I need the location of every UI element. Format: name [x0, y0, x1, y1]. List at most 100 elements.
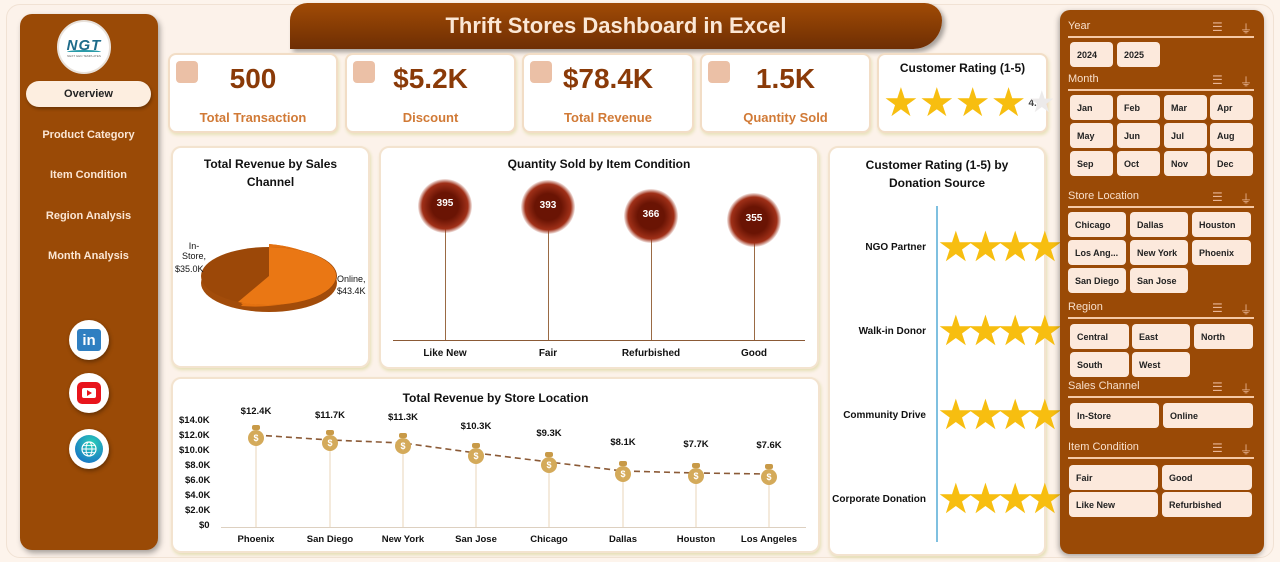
chart-revenue-by-store-location: Total Revenue by Store Location $14.0K $…: [171, 377, 820, 553]
nav-item-condition[interactable]: Item Condition: [50, 169, 127, 181]
star-icon: ★: [966, 475, 1005, 522]
kpi-quantity-sold: 1.5K Quantity Sold: [700, 53, 871, 133]
slicer-store-option[interactable]: San Jose: [1130, 268, 1188, 293]
slicer-store-option[interactable]: New York: [1130, 240, 1188, 265]
y-axis: [936, 206, 938, 542]
slicer-month-option[interactable]: Oct: [1117, 151, 1160, 176]
logo-swoosh-icon: [67, 49, 101, 54]
slicer-month-option[interactable]: May: [1070, 123, 1113, 148]
multi-select-icon[interactable]: ☰: [1212, 301, 1223, 315]
clear-filter-icon[interactable]: ⏚: [1240, 75, 1253, 89]
clipboard-icon: [176, 61, 198, 83]
slicer-year-2025[interactable]: 2025: [1117, 42, 1160, 67]
svg-text:$: $: [253, 433, 258, 443]
coins-icon: [353, 61, 375, 83]
slicer-channel-header: Sales Channel ☰ ⏚: [1068, 380, 1254, 398]
svg-text:$: $: [400, 441, 405, 451]
youtube-icon: [77, 382, 101, 404]
chart-revenue-by-sales-channel: Total Revenue by Sales Channel In- Store…: [171, 146, 370, 368]
svg-text:$: $: [620, 469, 625, 479]
kpi-total-revenue: $78.4K Total Revenue: [522, 53, 694, 133]
nav-product-category[interactable]: Product Category: [42, 129, 135, 141]
star-icon: ★: [937, 391, 975, 438]
slicer-month-option[interactable]: Jan: [1070, 95, 1113, 120]
clear-filter-icon[interactable]: ⏚: [1240, 303, 1253, 317]
star-icon: ★: [966, 223, 1005, 270]
slicer-month-option[interactable]: Feb: [1117, 95, 1160, 120]
clear-filter-icon[interactable]: ⏚: [1240, 443, 1253, 457]
slicer-condition-header: Item Condition ☰ ⏚: [1068, 441, 1254, 459]
star-icon: ★: [954, 81, 991, 125]
slicer-month-option[interactable]: Mar: [1164, 95, 1207, 120]
slicer-region-option[interactable]: North: [1194, 324, 1253, 349]
youtube-button[interactable]: [69, 373, 109, 413]
kpi-customer-rating: Customer Rating (1-5) ★ ★ ★ ★ 4.0 ★: [877, 53, 1055, 133]
multi-select-icon[interactable]: ☰: [1212, 190, 1223, 204]
slicer-condition-option[interactable]: Refurbished: [1162, 492, 1252, 517]
star-icon: ★: [883, 81, 919, 125]
svg-text:$: $: [693, 471, 698, 481]
slicer-condition-option[interactable]: Like New: [1069, 492, 1158, 517]
slicer-region-option[interactable]: Central: [1070, 324, 1129, 349]
chart-rating-by-donation-source: Customer Rating (1-5) by Donation Source…: [828, 146, 1084, 556]
left-nav: NGT NEXT GEN TEMPLATES Overview Product …: [20, 14, 158, 550]
slicer-region-option[interactable]: South: [1070, 352, 1129, 377]
x-axis: [221, 527, 806, 528]
slicer-month-option[interactable]: Aug: [1210, 123, 1253, 148]
slicer-store-option[interactable]: Los Ang...: [1068, 240, 1126, 265]
linkedin-button[interactable]: in: [69, 320, 109, 360]
multi-select-icon[interactable]: ☰: [1212, 380, 1223, 394]
slicer-store-option[interactable]: Houston: [1192, 212, 1251, 237]
star-icon: ★: [918, 81, 955, 125]
star-icon: ★: [966, 391, 1005, 438]
nav-month-analysis[interactable]: Month Analysis: [48, 250, 129, 262]
burst-marker: [624, 189, 678, 243]
slicer-region-option[interactable]: West: [1132, 352, 1190, 377]
star-icon: ★: [996, 307, 1034, 354]
slicer-month-option[interactable]: Apr: [1210, 95, 1253, 120]
slicer-year-header: Year ☰ ⏚: [1068, 20, 1254, 38]
slicer-month-option[interactable]: Jul: [1164, 123, 1207, 148]
rating-stars: ★ ★ ★ ★ 4.0 ★: [883, 81, 1056, 125]
slicer-month-option[interactable]: Dec: [1210, 151, 1253, 176]
svg-text:$: $: [473, 451, 478, 461]
slicer-channel-in-store[interactable]: In-Store: [1070, 403, 1159, 428]
clear-filter-icon[interactable]: ⏚: [1240, 22, 1253, 36]
slicer-year-2024[interactable]: 2024: [1070, 42, 1113, 67]
slicer-store-option[interactable]: Dallas: [1130, 212, 1188, 237]
star-icon: ★: [1025, 391, 1064, 438]
star-icon: ★: [996, 475, 1034, 522]
dashboard-title-bar: Thrift Stores Dashboard in Excel: [290, 3, 942, 49]
chart-quantity-by-item-condition: Quantity Sold by Item Condition 395 Like…: [379, 146, 819, 369]
slicer-store-option[interactable]: San Diego: [1068, 268, 1126, 293]
line-chart: $ $ $ $ $ $ $ $: [248, 425, 777, 527]
slicer-condition-option[interactable]: Fair: [1069, 465, 1158, 490]
slicer-store-option[interactable]: Phoenix: [1192, 240, 1251, 265]
slicer-month-option[interactable]: Nov: [1164, 151, 1207, 176]
multi-select-icon[interactable]: ☰: [1212, 441, 1223, 455]
checklist-icon: [708, 61, 730, 83]
clear-filter-icon[interactable]: ⏚: [1240, 192, 1253, 206]
slicer-store-header: Store Location ☰ ⏚: [1068, 190, 1254, 208]
money-bag-icon: [530, 61, 552, 83]
multi-select-icon[interactable]: ☰: [1212, 20, 1223, 34]
svg-text:$: $: [546, 460, 551, 470]
slicer-region-option[interactable]: East: [1132, 324, 1190, 349]
slicer-month-header: Month ☰ ⏚: [1068, 73, 1254, 91]
star-icon: ★: [996, 391, 1034, 438]
website-button[interactable]: [69, 429, 109, 469]
star-icon: ★: [990, 81, 1027, 125]
burst-marker: [521, 180, 575, 234]
star-empty-icon: ★: [1028, 86, 1056, 119]
slicer-store-option[interactable]: Chicago: [1068, 212, 1126, 237]
clear-filter-icon[interactable]: ⏚: [1240, 382, 1253, 396]
slicer-month-option[interactable]: Sep: [1070, 151, 1113, 176]
slicer-month-option[interactable]: Jun: [1117, 123, 1160, 148]
nav-region-analysis[interactable]: Region Analysis: [45, 210, 132, 222]
slicer-channel-online[interactable]: Online: [1163, 403, 1253, 428]
nav-overview[interactable]: Overview: [26, 81, 151, 107]
pie-chart: [201, 244, 337, 312]
multi-select-icon[interactable]: ☰: [1212, 73, 1223, 87]
star-icon: ★: [1025, 223, 1064, 270]
slicer-condition-option[interactable]: Good: [1162, 465, 1252, 490]
